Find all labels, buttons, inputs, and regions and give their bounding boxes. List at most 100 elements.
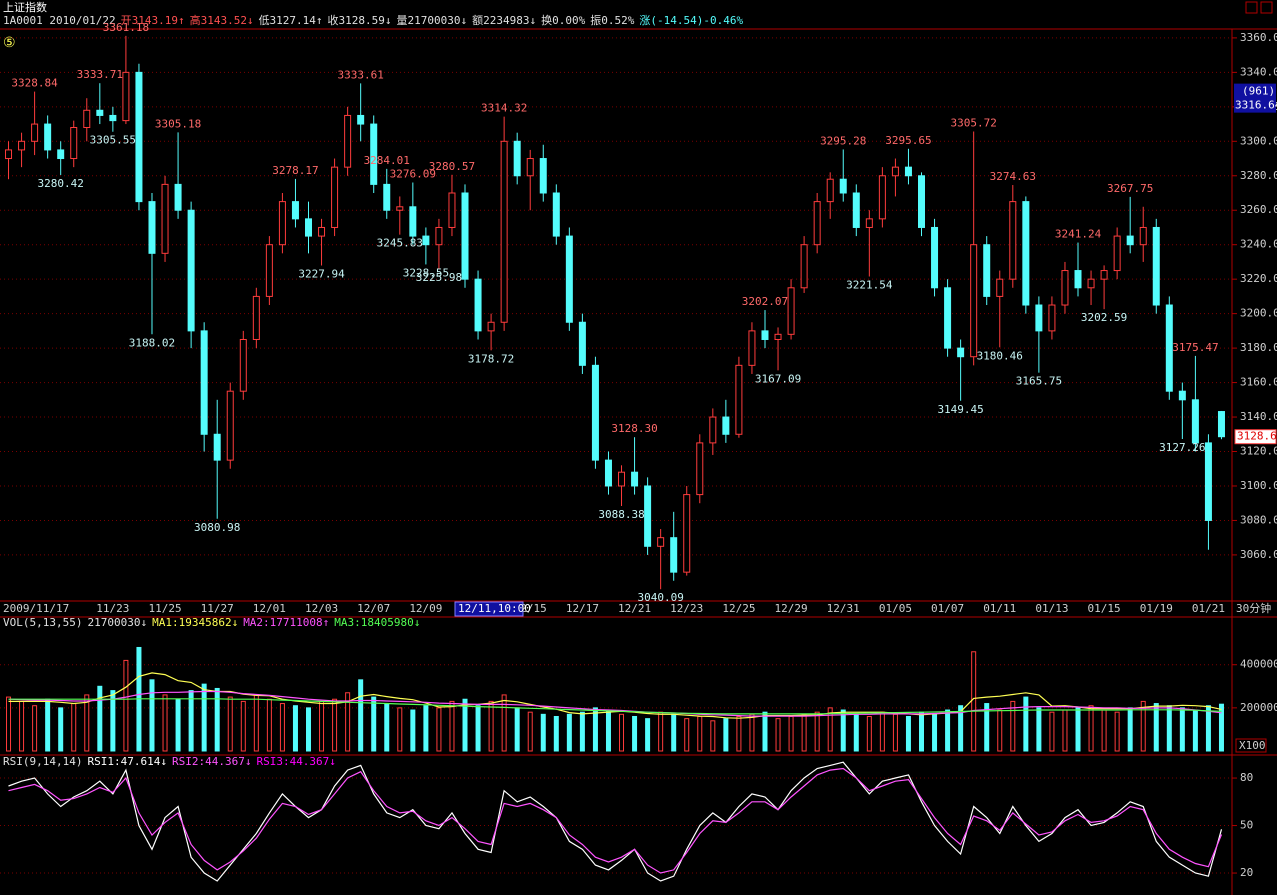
- candle-body: [291, 201, 299, 220]
- x-tick-label: 12/01: [253, 602, 286, 615]
- volume-bar: [1101, 709, 1107, 752]
- candle-body: [1087, 278, 1095, 289]
- price-annotation: 3295.28: [820, 134, 866, 147]
- volume-bar: [1205, 705, 1211, 752]
- price-annotation: 3165.75: [1016, 375, 1062, 388]
- volume-bar: [553, 715, 559, 752]
- price-annotation: 3278.17: [272, 164, 318, 177]
- volume-bar: [905, 715, 911, 752]
- candle-body: [122, 71, 130, 122]
- x-tick-label: 11/23: [96, 602, 129, 615]
- volume-bar: [971, 651, 977, 752]
- candle-body: [735, 364, 743, 435]
- price-annotation: 3245.83: [377, 237, 423, 250]
- header-item: 收3128.59↓: [328, 13, 392, 27]
- series-line: [8, 672, 1222, 719]
- price-annotation: 3280.42: [38, 177, 84, 190]
- candle-body: [1035, 304, 1043, 332]
- candle-body: [657, 537, 665, 547]
- candle-body: [683, 494, 691, 573]
- header-item: 额2234983↓: [472, 14, 536, 27]
- candle-body: [852, 192, 860, 228]
- volume-bar: [788, 715, 794, 752]
- price-annotation: 3080.98: [194, 521, 240, 534]
- header-item: RSI(9,14,14): [3, 755, 82, 768]
- y-tick-label: 50: [1240, 819, 1253, 832]
- price-annotation: 3274.63: [990, 170, 1036, 183]
- volume-bar: [436, 707, 442, 752]
- volume-bar: [1036, 707, 1042, 752]
- volume-bar: [32, 705, 38, 752]
- price-annotation: 3333.71: [77, 68, 123, 81]
- y-tick-label: 3140.0: [1240, 410, 1277, 423]
- candle-body: [891, 166, 899, 177]
- window-button[interactable]: [1260, 1, 1273, 14]
- price-annotation: 3128.30: [611, 422, 657, 435]
- candle-body: [278, 201, 286, 246]
- series-line: [8, 761, 1223, 882]
- volume-bar: [697, 715, 703, 752]
- volume-bar: [879, 711, 885, 752]
- x-tick-label: 11/25: [148, 602, 181, 615]
- candle-body: [931, 226, 939, 289]
- price-annotation: 3149.45: [937, 403, 983, 416]
- candle-body: [265, 244, 273, 297]
- volume-bar: [945, 709, 951, 752]
- candle-body: [448, 192, 456, 228]
- volume-bar: [645, 718, 651, 752]
- volume-bar: [932, 713, 938, 752]
- price-annotation: 3228.55: [403, 266, 449, 279]
- volume-bar: [501, 694, 507, 752]
- volume-bar: [84, 694, 90, 752]
- volume-bar: [814, 711, 820, 752]
- price-annotation: 3040.09: [637, 591, 683, 604]
- price-annotation: 3188.02: [129, 336, 175, 349]
- candle-body: [618, 471, 626, 487]
- header-item: MA3:18405980↓: [334, 616, 420, 629]
- header-item: 低3127.14↑: [259, 14, 323, 27]
- candle-body: [722, 416, 730, 435]
- volume-bar: [397, 707, 403, 752]
- price-annotation: 3305.18: [155, 117, 201, 130]
- candle-body: [709, 416, 717, 444]
- candle-body: [44, 123, 52, 151]
- unit-box: [1235, 738, 1267, 753]
- candle-body: [435, 226, 443, 246]
- y-tick-label: 3120.0: [1240, 445, 1277, 458]
- volume-bar: [253, 694, 259, 752]
- y-tick-label: 3340.0: [1240, 65, 1277, 78]
- candle-body: [526, 158, 534, 177]
- series-line: [8, 698, 1222, 715]
- candle-body: [357, 114, 365, 125]
- volume-bar: [332, 698, 338, 752]
- y-tick-label: 3160.0: [1240, 376, 1277, 389]
- window-button[interactable]: [1245, 1, 1258, 14]
- volume-bar: [866, 715, 872, 752]
- x-tick-label: 01/19: [1140, 602, 1173, 615]
- x-tick-label: 12/17: [566, 602, 599, 615]
- candle-body: [252, 295, 260, 340]
- candle-body: [1191, 399, 1199, 444]
- y-tick-label: 3300.0: [1240, 134, 1277, 147]
- header-item: RSI3:44.367↓: [256, 755, 335, 768]
- price-annotation: 3280.57: [429, 160, 475, 173]
- volume-bar: [762, 711, 768, 752]
- candle-body: [109, 114, 117, 122]
- volume-bar: [319, 700, 325, 752]
- volume-header: VOL(5,13,55) 21700030↓ MA1:19345862↓ MA2:17…: [3, 616, 420, 629]
- cursor-box: [454, 601, 524, 617]
- x-tick-label: 01/11: [983, 602, 1016, 615]
- candle-body: [396, 206, 404, 211]
- volume-bar: [892, 713, 898, 752]
- y-tick-label: 400000: [1240, 658, 1277, 671]
- candle-body: [670, 537, 678, 573]
- candle-body: [1113, 235, 1121, 272]
- candle-body: [996, 278, 1004, 297]
- volume-bar: [736, 715, 742, 752]
- x-tick-label: 01/07: [931, 602, 964, 615]
- candle-body: [1204, 442, 1212, 521]
- volume-bar: [149, 679, 155, 752]
- cursor-count: (961): [1242, 85, 1275, 98]
